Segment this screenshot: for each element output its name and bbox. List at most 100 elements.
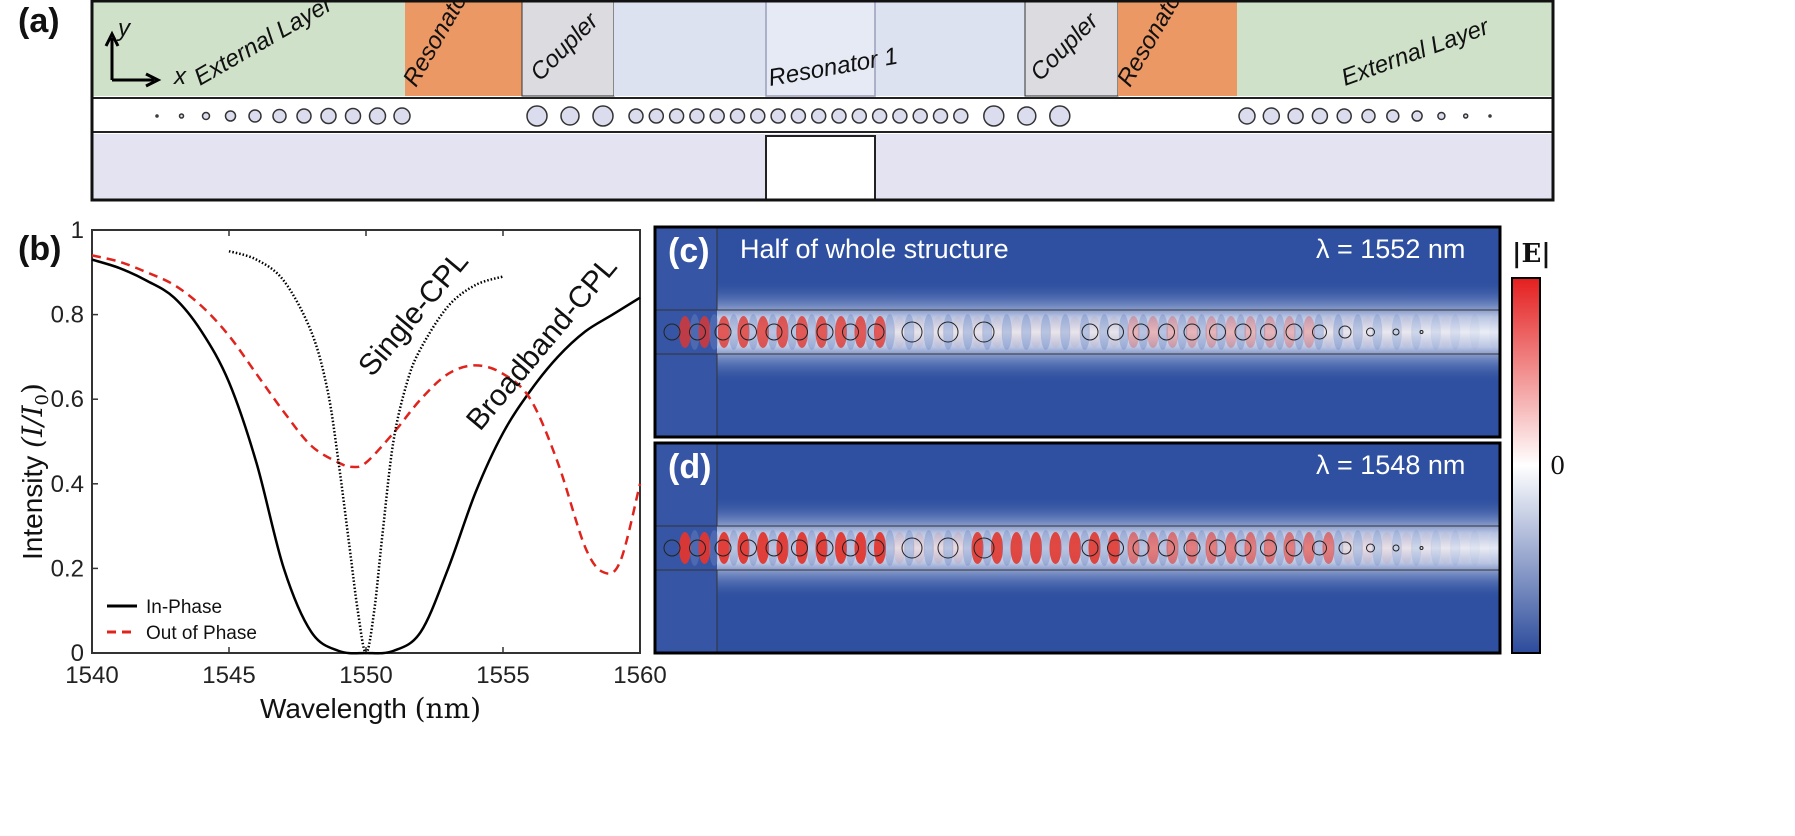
x-tick-label: 1560 — [613, 662, 666, 689]
field-node — [1391, 530, 1402, 566]
hole — [1158, 323, 1175, 341]
hole — [1285, 539, 1303, 557]
field-node — [923, 314, 934, 350]
field-node — [1079, 314, 1090, 350]
hole — [668, 108, 685, 124]
field-lobe — [1147, 316, 1159, 348]
field-node — [1157, 530, 1168, 566]
field-lobe — [1303, 316, 1315, 348]
field-node — [1372, 530, 1383, 566]
hole — [1462, 113, 1469, 119]
field-lobe — [1010, 532, 1023, 564]
hole — [1285, 323, 1303, 341]
field-node — [865, 530, 876, 566]
field-lobe — [1088, 532, 1101, 564]
field-node — [1333, 314, 1344, 350]
field-node — [787, 314, 798, 350]
legend-in-phase: In-Phase — [146, 597, 222, 618]
field-lobe — [1030, 532, 1042, 564]
field-lobe — [1303, 532, 1315, 564]
hole — [1209, 539, 1226, 557]
panel-label-d: (d) — [668, 448, 711, 486]
field-glow — [717, 282, 1500, 382]
panel-label-b: (b) — [18, 230, 61, 268]
field-lobe — [893, 316, 906, 348]
x-tick-label: 1555 — [476, 662, 529, 689]
field-node — [1099, 530, 1110, 566]
hole — [791, 323, 808, 341]
panel-label-a: (a) — [18, 2, 60, 40]
field-lobe — [1205, 532, 1218, 564]
hole — [816, 323, 834, 341]
field-lobe — [1361, 532, 1374, 564]
field-node — [806, 530, 817, 566]
hole — [648, 108, 665, 124]
field-map-c — [655, 227, 1500, 437]
field-node — [1157, 314, 1168, 350]
field-lobe — [835, 316, 847, 348]
y-tick-label: 0.4 — [51, 471, 84, 498]
field-lobe — [1166, 316, 1179, 348]
field-lobe — [971, 316, 984, 348]
field-node — [728, 314, 739, 350]
field-lobe — [679, 532, 691, 564]
field-node — [1235, 530, 1246, 566]
colorbar-title: |E| — [1512, 239, 1551, 269]
hole — [1338, 541, 1352, 555]
field-node — [1469, 314, 1480, 350]
field-node — [943, 530, 954, 566]
field-node — [1469, 530, 1480, 566]
hole — [344, 107, 362, 125]
series-out-of-phase — [91, 254, 642, 575]
hole — [765, 323, 783, 341]
field-lobe — [718, 316, 730, 348]
hole — [714, 539, 732, 557]
hole — [1209, 323, 1226, 341]
series-in-phase — [91, 258, 641, 655]
hole — [851, 108, 868, 124]
field-lobe — [913, 316, 925, 348]
field-lobe — [1440, 532, 1452, 564]
field-lobe — [1479, 532, 1491, 564]
wavelength-c: λ = 1552 nm — [1316, 234, 1465, 264]
field-node — [1196, 314, 1207, 350]
field-node — [904, 530, 915, 566]
region-external-right — [1237, 1, 1553, 96]
field-lobe — [718, 532, 730, 564]
series-single-cpl — [228, 249, 504, 655]
hole — [740, 323, 757, 341]
hole — [871, 108, 888, 124]
hole — [178, 113, 185, 119]
frame-c — [653, 225, 1502, 439]
region-coupler-right — [1024, 0, 1119, 97]
hole — [689, 539, 706, 557]
hole — [901, 321, 923, 343]
field-lobe — [991, 316, 1003, 348]
field-node — [845, 314, 856, 350]
field-node — [1274, 314, 1285, 350]
series-lines — [91, 249, 642, 655]
axis-ticks: 1540 1545 1550 1555 1560 0 0.2 0.4 0.6 0.8 1 — [51, 217, 667, 689]
hole — [729, 108, 746, 124]
hole — [1049, 105, 1071, 127]
hole — [1107, 323, 1124, 341]
colorbar-zero-label: 0 — [1550, 452, 1565, 480]
y-tick-label: 1 — [71, 217, 84, 244]
field-lobe — [1381, 532, 1393, 564]
field-lobe — [1322, 316, 1335, 348]
hole — [1411, 110, 1423, 122]
hole — [953, 108, 969, 124]
hole — [320, 107, 337, 125]
field-node — [845, 530, 856, 566]
field-lobe — [1166, 532, 1179, 564]
field-node — [1021, 530, 1032, 566]
hole — [1260, 539, 1277, 557]
axes-icon: y x — [104, 15, 187, 90]
hole — [224, 110, 237, 122]
hole — [1312, 540, 1327, 556]
field-node — [1274, 530, 1285, 566]
hole — [1419, 546, 1424, 550]
field-lobe — [1361, 316, 1374, 348]
field-lobe — [1264, 532, 1276, 564]
field-lobe — [1283, 316, 1296, 348]
